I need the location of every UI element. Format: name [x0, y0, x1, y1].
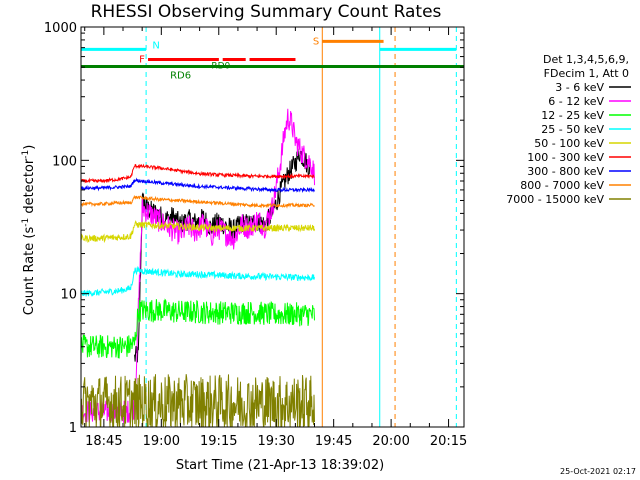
legend-label-4: 50 - 100 keV: [534, 137, 604, 150]
y-tick-label-2: 100: [52, 154, 77, 169]
legend-label-0: 3 - 6 keV: [555, 81, 604, 94]
x-tick-label-6: 20:15: [430, 434, 467, 449]
state-label-rd0: RD0: [211, 62, 230, 72]
series-line-4: [80, 220, 315, 244]
state-label-rd6: RD6: [170, 71, 191, 82]
state-label-n: N: [152, 40, 159, 51]
x-tick-label-0: 18:45: [85, 434, 122, 449]
y-tick-label-3: 1000: [44, 21, 77, 36]
x-tick-label-4: 19:45: [315, 434, 352, 449]
y-tick-label-0: 1: [69, 421, 77, 436]
state-label-f: F: [139, 55, 145, 66]
series-line-2: [80, 298, 315, 359]
y-tick-label-1: 10: [60, 288, 77, 303]
legend-label-3: 25 - 50 keV: [541, 123, 604, 136]
x-tick-label-1: 19:00: [143, 434, 180, 449]
timestamp: 25-Oct-2021 02:17: [560, 467, 636, 476]
plot-frame: [80, 26, 465, 428]
legend-label-2: 12 - 25 keV: [541, 109, 604, 122]
x-axis-label: Start Time (21-Apr-13 18:39:02): [176, 458, 384, 473]
series-line-5: [80, 163, 315, 184]
x-tick-label-5: 20:00: [372, 434, 409, 449]
x-tick-label-2: 19:15: [200, 434, 237, 449]
series-line-8: [80, 374, 315, 428]
legend-header-line-1: Det 1,3,4,5,6,9,: [543, 53, 629, 66]
legend-label-8: 7000 - 15000 keV: [506, 193, 604, 206]
y-axis-label: Count Rate (s-1 detector-1): [21, 145, 37, 316]
series-line-7: [80, 194, 315, 209]
legend-label-5: 100 - 300 keV: [527, 151, 604, 164]
legend-label-6: 300 - 800 keV: [527, 165, 604, 178]
state-label-s: S: [313, 36, 319, 47]
legend-label-1: 6 - 12 keV: [548, 95, 604, 108]
series-line-3: [80, 265, 315, 297]
chart-title: RHESSI Observing Summary Count Rates: [91, 2, 442, 22]
series-line-6: [80, 177, 315, 194]
legend-label-7: 800 - 7000 keV: [520, 179, 604, 192]
legend-header-line-2: FDecim 1, Att 0: [544, 67, 629, 80]
x-tick-label-3: 19:30: [257, 434, 294, 449]
